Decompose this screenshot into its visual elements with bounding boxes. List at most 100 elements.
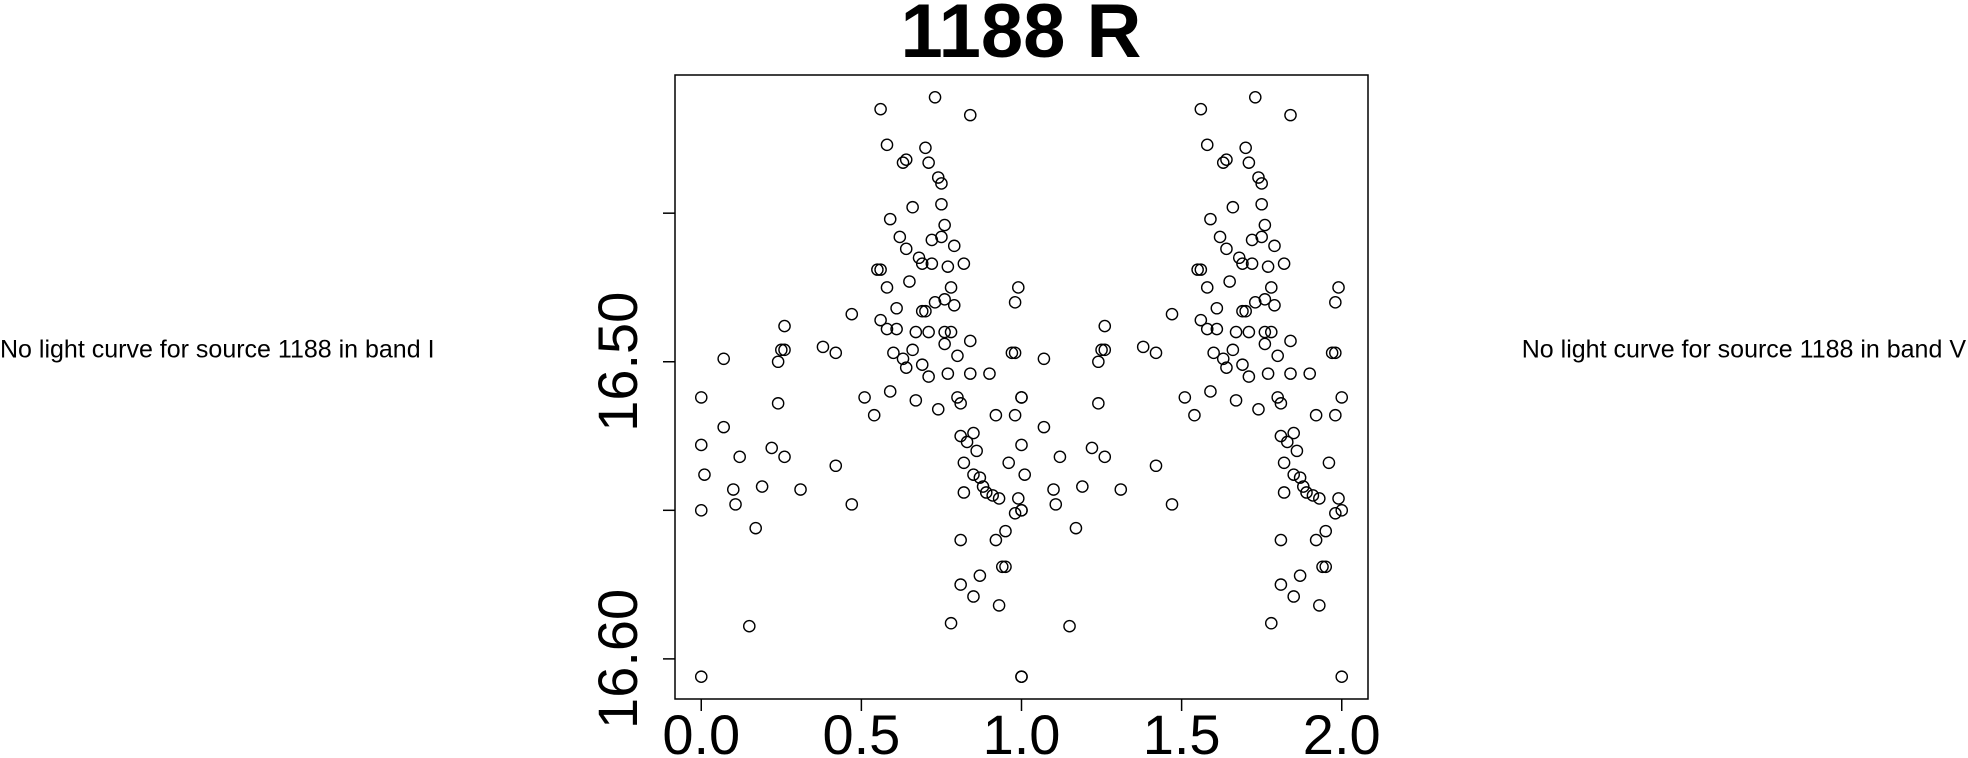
data-point (967, 590, 980, 603)
data-point (909, 394, 923, 407)
data-point (935, 197, 948, 211)
data-point (729, 498, 742, 511)
data-point (829, 346, 843, 360)
data-point (794, 483, 807, 496)
data-point (1236, 257, 1249, 270)
data-point (899, 242, 913, 256)
data-point (922, 325, 935, 339)
data-point (1011, 281, 1025, 294)
data-point (1322, 456, 1336, 470)
data-point (909, 325, 923, 339)
data-point (1165, 498, 1179, 511)
data-point (1329, 296, 1342, 309)
data-point (941, 260, 955, 273)
data-point (1274, 397, 1288, 410)
x-tick-label: 0.0 (662, 703, 740, 758)
data-point (1268, 298, 1281, 312)
data-point (1284, 367, 1297, 380)
data-point (944, 325, 958, 339)
data-point (1287, 468, 1301, 481)
data-point (1297, 480, 1310, 493)
data-point (957, 456, 971, 470)
data-point (935, 177, 948, 190)
data-point (1255, 230, 1268, 244)
data-point (1264, 616, 1278, 630)
data-point (1242, 156, 1256, 169)
x-tick-label: 0.5 (822, 703, 900, 758)
data-point (1200, 322, 1214, 336)
data-point (845, 307, 859, 321)
data-point (1226, 200, 1240, 214)
data-point (1236, 358, 1249, 372)
data-point (963, 334, 977, 348)
data-point (880, 322, 894, 336)
data-point (931, 402, 945, 416)
data-point (1194, 102, 1208, 116)
y-tick-label: 16.60 (586, 589, 649, 729)
data-point (954, 533, 967, 547)
data-point (874, 313, 887, 327)
data-point (947, 239, 961, 253)
data-point (1232, 251, 1246, 265)
data-point (1306, 489, 1320, 502)
data-point (1092, 397, 1105, 410)
data-point (976, 480, 990, 493)
data-point (1220, 242, 1233, 256)
data-point (1136, 340, 1150, 354)
data-point (694, 504, 708, 517)
data-point (989, 533, 1003, 547)
data-point (938, 218, 951, 232)
data-point (1220, 361, 1233, 374)
data-point (1188, 408, 1201, 422)
x-tick-label: 1.0 (983, 703, 1061, 758)
data-point (1223, 275, 1236, 288)
data-point (1332, 492, 1345, 505)
data-point (1015, 504, 1028, 517)
data-point (1258, 325, 1272, 339)
data-point (1037, 352, 1051, 366)
data-point (1011, 492, 1025, 505)
data-point (935, 230, 948, 244)
data-point (1325, 346, 1339, 360)
data-point (979, 486, 993, 499)
data-point (1204, 212, 1217, 226)
data-point (915, 304, 929, 318)
data-point (1268, 239, 1281, 253)
data-point (1069, 521, 1083, 535)
data-point (1261, 260, 1275, 273)
no-data-note: No light curve for source 1188 in band V (1522, 336, 1967, 364)
data-point (1284, 108, 1297, 122)
data-point (1258, 218, 1272, 232)
data-point (992, 492, 1006, 505)
data-point (919, 141, 932, 155)
data-point (1037, 420, 1051, 434)
data-point (1114, 483, 1128, 496)
data-point (1008, 296, 1022, 309)
data-point (957, 486, 971, 499)
data-point (694, 391, 708, 404)
data-point (1264, 281, 1278, 294)
data-point (1015, 670, 1028, 684)
data-point (1229, 394, 1243, 407)
data-point (1258, 337, 1272, 351)
data-point (1018, 468, 1032, 481)
data-point (912, 251, 926, 265)
data-point (1313, 492, 1326, 505)
data-point (947, 298, 961, 312)
x-tick-label: 1.5 (1143, 703, 1221, 758)
data-point (903, 275, 916, 288)
data-point (1245, 257, 1259, 270)
data-point (778, 343, 791, 357)
data-point (1194, 263, 1208, 276)
data-point (1239, 141, 1252, 155)
data-point (778, 450, 791, 464)
data-point (1008, 408, 1022, 422)
data-point (1329, 408, 1342, 422)
data-point (726, 483, 740, 496)
data-point (880, 281, 894, 294)
data-point (944, 616, 958, 630)
data-point (1098, 450, 1112, 464)
data-point (899, 153, 913, 166)
data-point (887, 346, 900, 360)
data-point (1280, 435, 1294, 449)
